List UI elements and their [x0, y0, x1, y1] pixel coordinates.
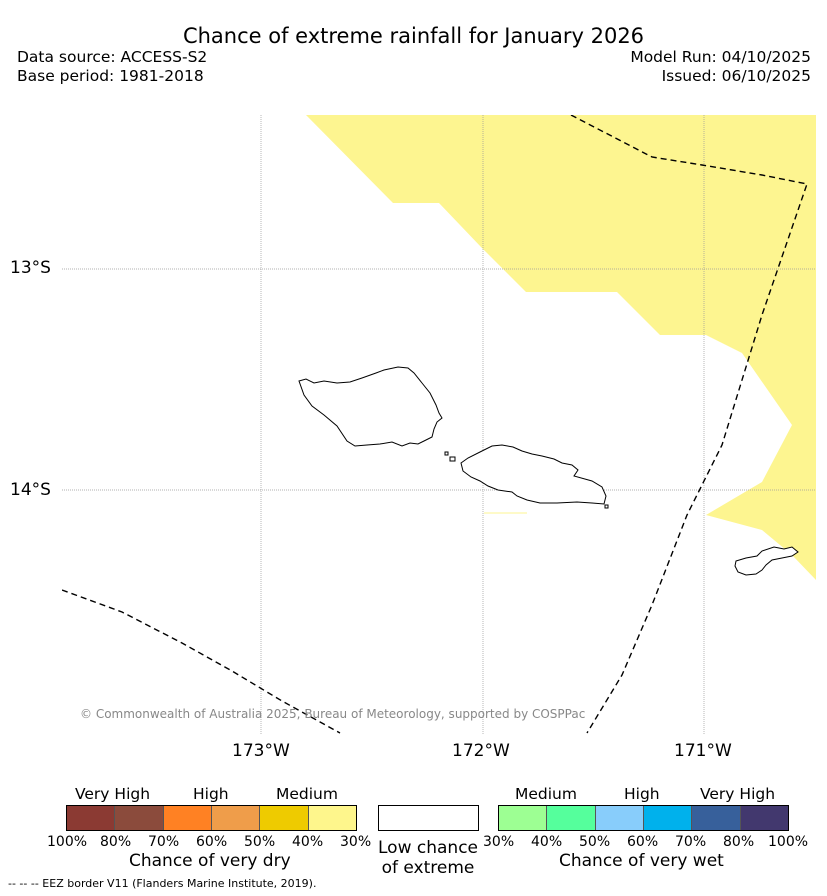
medium-dry-region [306, 115, 816, 580]
model-run: Model Run: 04/10/2025 [630, 48, 811, 66]
wet-legend-high: High [624, 785, 660, 803]
wet-swatch [499, 806, 548, 830]
eez-footnote: -- -- -- EEZ border V11 (Flanders Marine… [8, 877, 317, 890]
wet-tick: 40% [531, 834, 563, 850]
dry-swatch [211, 806, 261, 830]
dry-legend-title: Chance of very dry [129, 851, 291, 871]
wet-tick: 70% [675, 834, 707, 850]
lon-label-173: 173°W [232, 741, 290, 761]
low-chance-label: Low chance of extreme [376, 838, 480, 878]
eez-border-west [62, 589, 341, 734]
dry-tick: 60% [196, 834, 228, 850]
wet-tick: 50% [579, 834, 611, 850]
dry-tick: 80% [100, 834, 132, 850]
manono-islet [449, 456, 456, 462]
eez-border-east [570, 115, 808, 734]
wet-colorbar [498, 805, 789, 831]
wet-legend-title: Chance of very wet [559, 851, 724, 871]
wet-swatch [692, 806, 741, 830]
wet-legend-medium: Medium [515, 785, 577, 803]
upolu-island [460, 444, 607, 505]
dry-legend-medium: Medium [276, 785, 338, 803]
dry-tick: 40% [292, 834, 324, 850]
wet-swatch [595, 806, 644, 830]
wet-swatch [547, 806, 596, 830]
dry-swatch [163, 806, 212, 830]
eez-borders [62, 115, 808, 734]
base-period: Base period: 1981-2018 [17, 67, 204, 85]
wet-legend-very-high: Very High [700, 785, 776, 803]
copyright-text: © Commonwealth of Australia 2025, Bureau… [80, 707, 585, 721]
data-source: Data source: ACCESS-S2 [17, 48, 208, 66]
dry-tick: 100% [47, 834, 88, 850]
nuutele-islet [604, 504, 609, 509]
wet-tick: 100% [768, 834, 809, 850]
dry-swatch [67, 806, 116, 830]
lat-label-14: 14°S [10, 480, 51, 500]
low-chance-line1: Low chance [378, 838, 478, 858]
dry-legend-high: High [193, 785, 229, 803]
wet-tick: 60% [627, 834, 659, 850]
dry-tick: 30% [340, 834, 372, 850]
lon-label-171: 171°W [674, 741, 732, 761]
tutuila-island [734, 546, 799, 576]
issued-date: Issued: 06/10/2025 [661, 67, 811, 85]
dry-tick: 50% [244, 834, 276, 850]
dry-legend-very-high: Very High [75, 785, 151, 803]
map-title: Chance of extreme rainfall for January 2… [182, 24, 645, 48]
wet-tick: 30% [483, 834, 515, 850]
dry-swatch [260, 806, 309, 830]
low-chance-line2: of extreme [381, 858, 475, 878]
coastlines [298, 366, 799, 576]
wet-tick: 80% [723, 834, 755, 850]
dry-colorbar [66, 805, 357, 831]
map-canvas: © Commonwealth of Australia 2025, Bureau… [62, 115, 816, 735]
dry-swatch [308, 806, 356, 830]
lat-label-13: 13°S [10, 258, 51, 278]
meta-right: Model Run: 04/10/2025 Issued: 06/10/2025 [630, 48, 811, 86]
dry-swatch [115, 806, 164, 830]
low-chance-swatch [378, 805, 479, 831]
apolima-islet [444, 451, 449, 456]
lon-label-172: 172°W [452, 741, 510, 761]
dry-tick: 70% [148, 834, 180, 850]
graticule [62, 115, 816, 735]
wet-swatch [643, 806, 693, 830]
meta-left: Data source: ACCESS-S2 Base period: 1981… [17, 48, 207, 86]
savaii-island [298, 366, 443, 447]
wet-swatch [740, 806, 788, 830]
